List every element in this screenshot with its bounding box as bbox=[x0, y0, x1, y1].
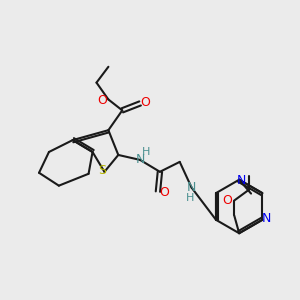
Text: N: N bbox=[187, 181, 196, 194]
Text: O: O bbox=[98, 94, 107, 107]
Text: N: N bbox=[262, 212, 271, 225]
Text: N: N bbox=[135, 153, 145, 167]
Text: O: O bbox=[140, 96, 150, 109]
Text: H: H bbox=[185, 193, 194, 202]
Text: O: O bbox=[159, 186, 169, 199]
Text: O: O bbox=[222, 194, 232, 207]
Text: N: N bbox=[236, 174, 246, 187]
Text: H: H bbox=[142, 147, 150, 157]
Text: S: S bbox=[98, 164, 106, 177]
